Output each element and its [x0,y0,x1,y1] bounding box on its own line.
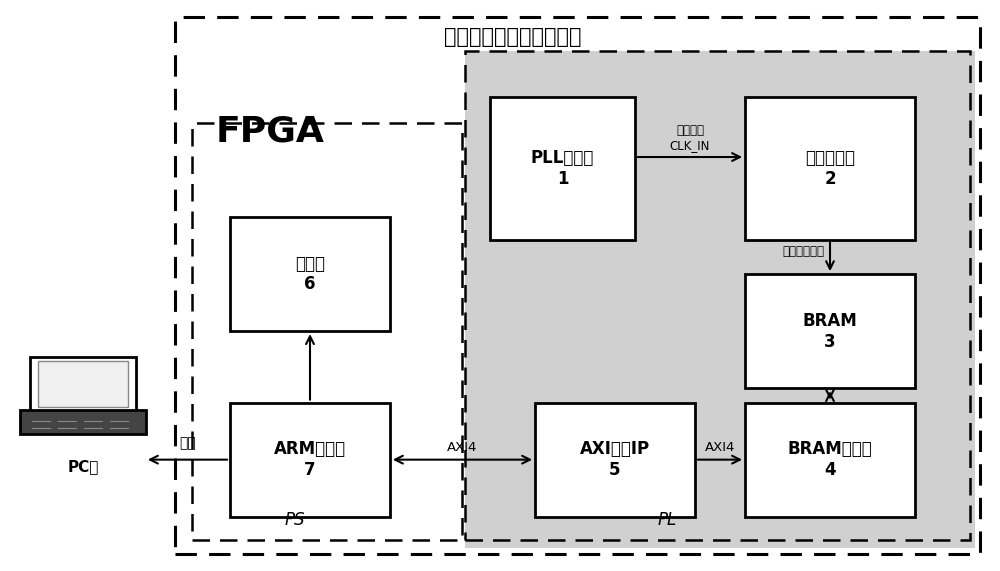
Bar [745,97,915,240]
Text: 测量结果输出: 测量结果输出 [782,245,824,258]
Text: 存储器
6: 存储器 6 [295,255,325,293]
Text: PS: PS [284,511,305,529]
Text: 温度安全检测传感器系统: 温度安全检测传感器系统 [444,27,582,47]
Text: AXI4: AXI4 [447,441,478,454]
Bar [192,123,462,540]
Text: BRAM
3: BRAM 3 [803,312,857,351]
Bar [230,217,390,331]
Text: FPGA: FPGA [216,114,324,148]
Text: PL: PL [657,511,677,529]
Bar [745,274,915,388]
Text: ARM处理器
7: ARM处理器 7 [274,440,346,479]
Text: 延时链电路
2: 延时链电路 2 [805,149,855,188]
Text: 串口: 串口 [179,436,196,451]
Bar [20,410,146,434]
Bar [230,403,390,517]
Text: 工作时钟
CLK_IN: 工作时钟 CLK_IN [670,124,710,152]
Bar [745,403,915,517]
Text: AXI互联IP
5: AXI互联IP 5 [580,440,650,479]
Bar [175,17,980,554]
Text: BRAM控制器
4: BRAM控制器 4 [788,440,872,479]
Bar [535,403,695,517]
Bar [465,51,975,548]
Bar [490,97,635,240]
Text: AXI4: AXI4 [705,441,735,454]
Text: PLL锁相环
1: PLL锁相环 1 [531,149,594,188]
Bar [30,357,136,411]
Text: PC端: PC端 [67,460,99,475]
Bar [465,51,970,540]
Bar [38,361,128,407]
